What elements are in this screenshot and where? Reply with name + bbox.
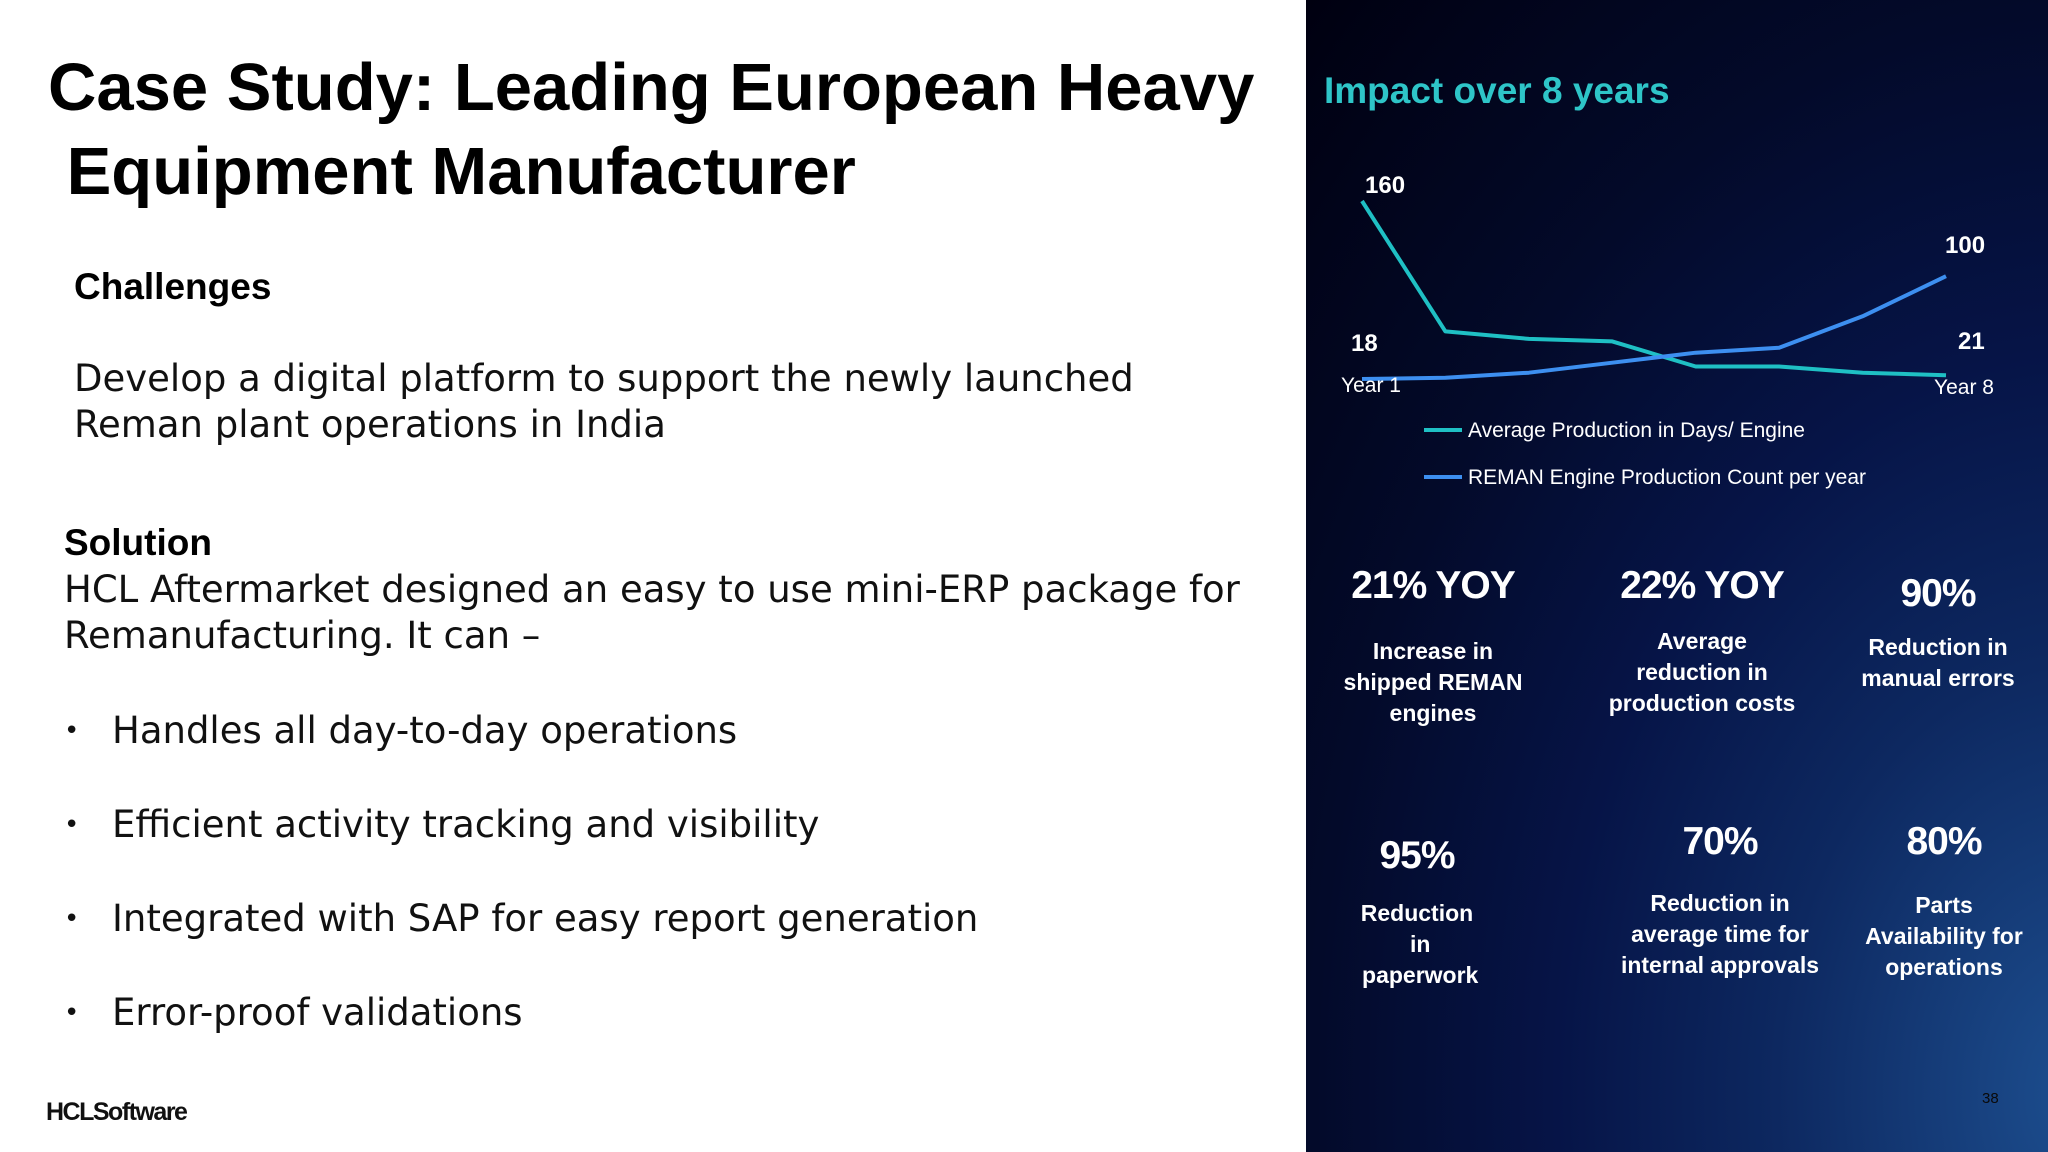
solution-bullet-list: • Handles all day-to-day operations • Effi… [64, 704, 978, 1080]
bullet-text: Integrated with SAP for easy report gene… [112, 897, 979, 940]
bullet-item: • Handles all day-to-day operations [64, 704, 978, 798]
stat-paperwork: 95% Reduction in paperwork [1342, 834, 1492, 991]
data-label-reman-start: 18 [1351, 330, 1378, 357]
bullet-item: • Integrated with SAP for easy report gen… [64, 892, 978, 986]
stat-approval-time: 70% Reduction in average time for intern… [1600, 820, 1840, 981]
stat-description: Parts Availability for operations [1865, 892, 2023, 980]
series-line-reman-production-count [1361, 274, 1947, 381]
stat-production-costs: 22% YOY Average reduction in production … [1584, 564, 1820, 719]
slide-title: Case Study: Leading European Heavy Equip… [48, 50, 1255, 209]
stat-value: 22% YOY [1620, 564, 1785, 607]
bullet-item: • Efficient activity tracking and visibil… [64, 798, 978, 892]
stat-description: Average reduction in production costs [1608, 628, 1796, 716]
bullet-text: Handles all day-to-day operations [112, 709, 738, 752]
stat-value: 70% [1682, 820, 1758, 863]
impact-panel [1306, 0, 2048, 1152]
legend-label-reman-count: REMAN Engine Production Count per year [1468, 466, 1866, 489]
impact-heading: Impact over 8 years [1324, 70, 1670, 111]
stat-description: Reduction in manual errors [1861, 634, 2015, 691]
legend-label-avg-production: Average Production in Days/ Engine [1468, 419, 1805, 442]
stat-value: 21% YOY [1351, 564, 1516, 607]
stat-parts-availability: 80% Parts Availability for operations [1860, 820, 2028, 983]
data-label-reman-end: 100 [1945, 232, 1985, 259]
stat-value: 95% [1379, 834, 1455, 877]
left-panel: Case Study: Leading European Heavy Equip… [46, 50, 1255, 1126]
series-line-avg-production-days [1360, 199, 1947, 378]
hclsoftware-logo: HCLSoftware [46, 1098, 188, 1126]
bullet-text: Efficient activity tracking and visibili… [112, 803, 820, 846]
bullet-icon: • [64, 998, 80, 1028]
challenges-text: Develop a digital platform to support th… [74, 357, 1134, 446]
stat-value: 80% [1906, 820, 1982, 863]
bullet-item: • Error-proof validations [64, 986, 978, 1080]
challenges-heading: Challenges [74, 266, 272, 307]
stat-value: 90% [1900, 572, 1976, 615]
solution-text: HCL Aftermarket designed an easy to use … [64, 568, 1240, 657]
stat-manual-errors: 90% Reduction in manual errors [1838, 572, 2038, 694]
x-tick-label-year-8: Year 8 [1934, 376, 1994, 399]
data-label-avg-end: 21 [1958, 328, 1985, 355]
bullet-icon: • [64, 716, 80, 746]
data-label-avg-start: 160 [1365, 172, 1405, 199]
stat-description: Reduction in paperwork [1360, 900, 1479, 988]
bullet-icon: • [64, 810, 80, 840]
impact-line-chart: 160 21 18 100 Year 1 Year 8 Average Prod… [1341, 172, 1994, 489]
stat-description: Reduction in average time for internal a… [1620, 890, 1820, 978]
bullet-text: Error-proof validations [112, 991, 523, 1034]
stat-shipped-engines: 21% YOY Increase in shipped REMAN engine… [1318, 564, 1548, 729]
stat-description: Increase in shipped REMAN engines [1343, 638, 1523, 726]
bullet-icon: • [64, 904, 80, 934]
page-number: 38 [1982, 1090, 1999, 1107]
solution-heading: Solution [64, 522, 212, 563]
x-tick-label-year-1: Year 1 [1341, 374, 1401, 397]
